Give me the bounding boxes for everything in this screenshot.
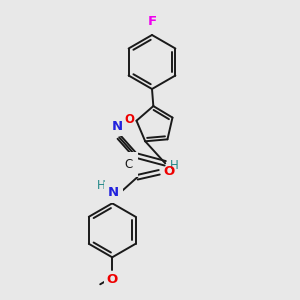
Text: N: N — [108, 186, 119, 199]
Text: O: O — [106, 273, 118, 286]
Text: H: H — [97, 179, 105, 192]
Text: O: O — [124, 113, 134, 126]
Text: F: F — [147, 15, 157, 28]
Text: C: C — [124, 158, 132, 171]
Text: N: N — [112, 120, 123, 133]
Text: H: H — [170, 159, 179, 172]
Text: O: O — [163, 165, 175, 178]
